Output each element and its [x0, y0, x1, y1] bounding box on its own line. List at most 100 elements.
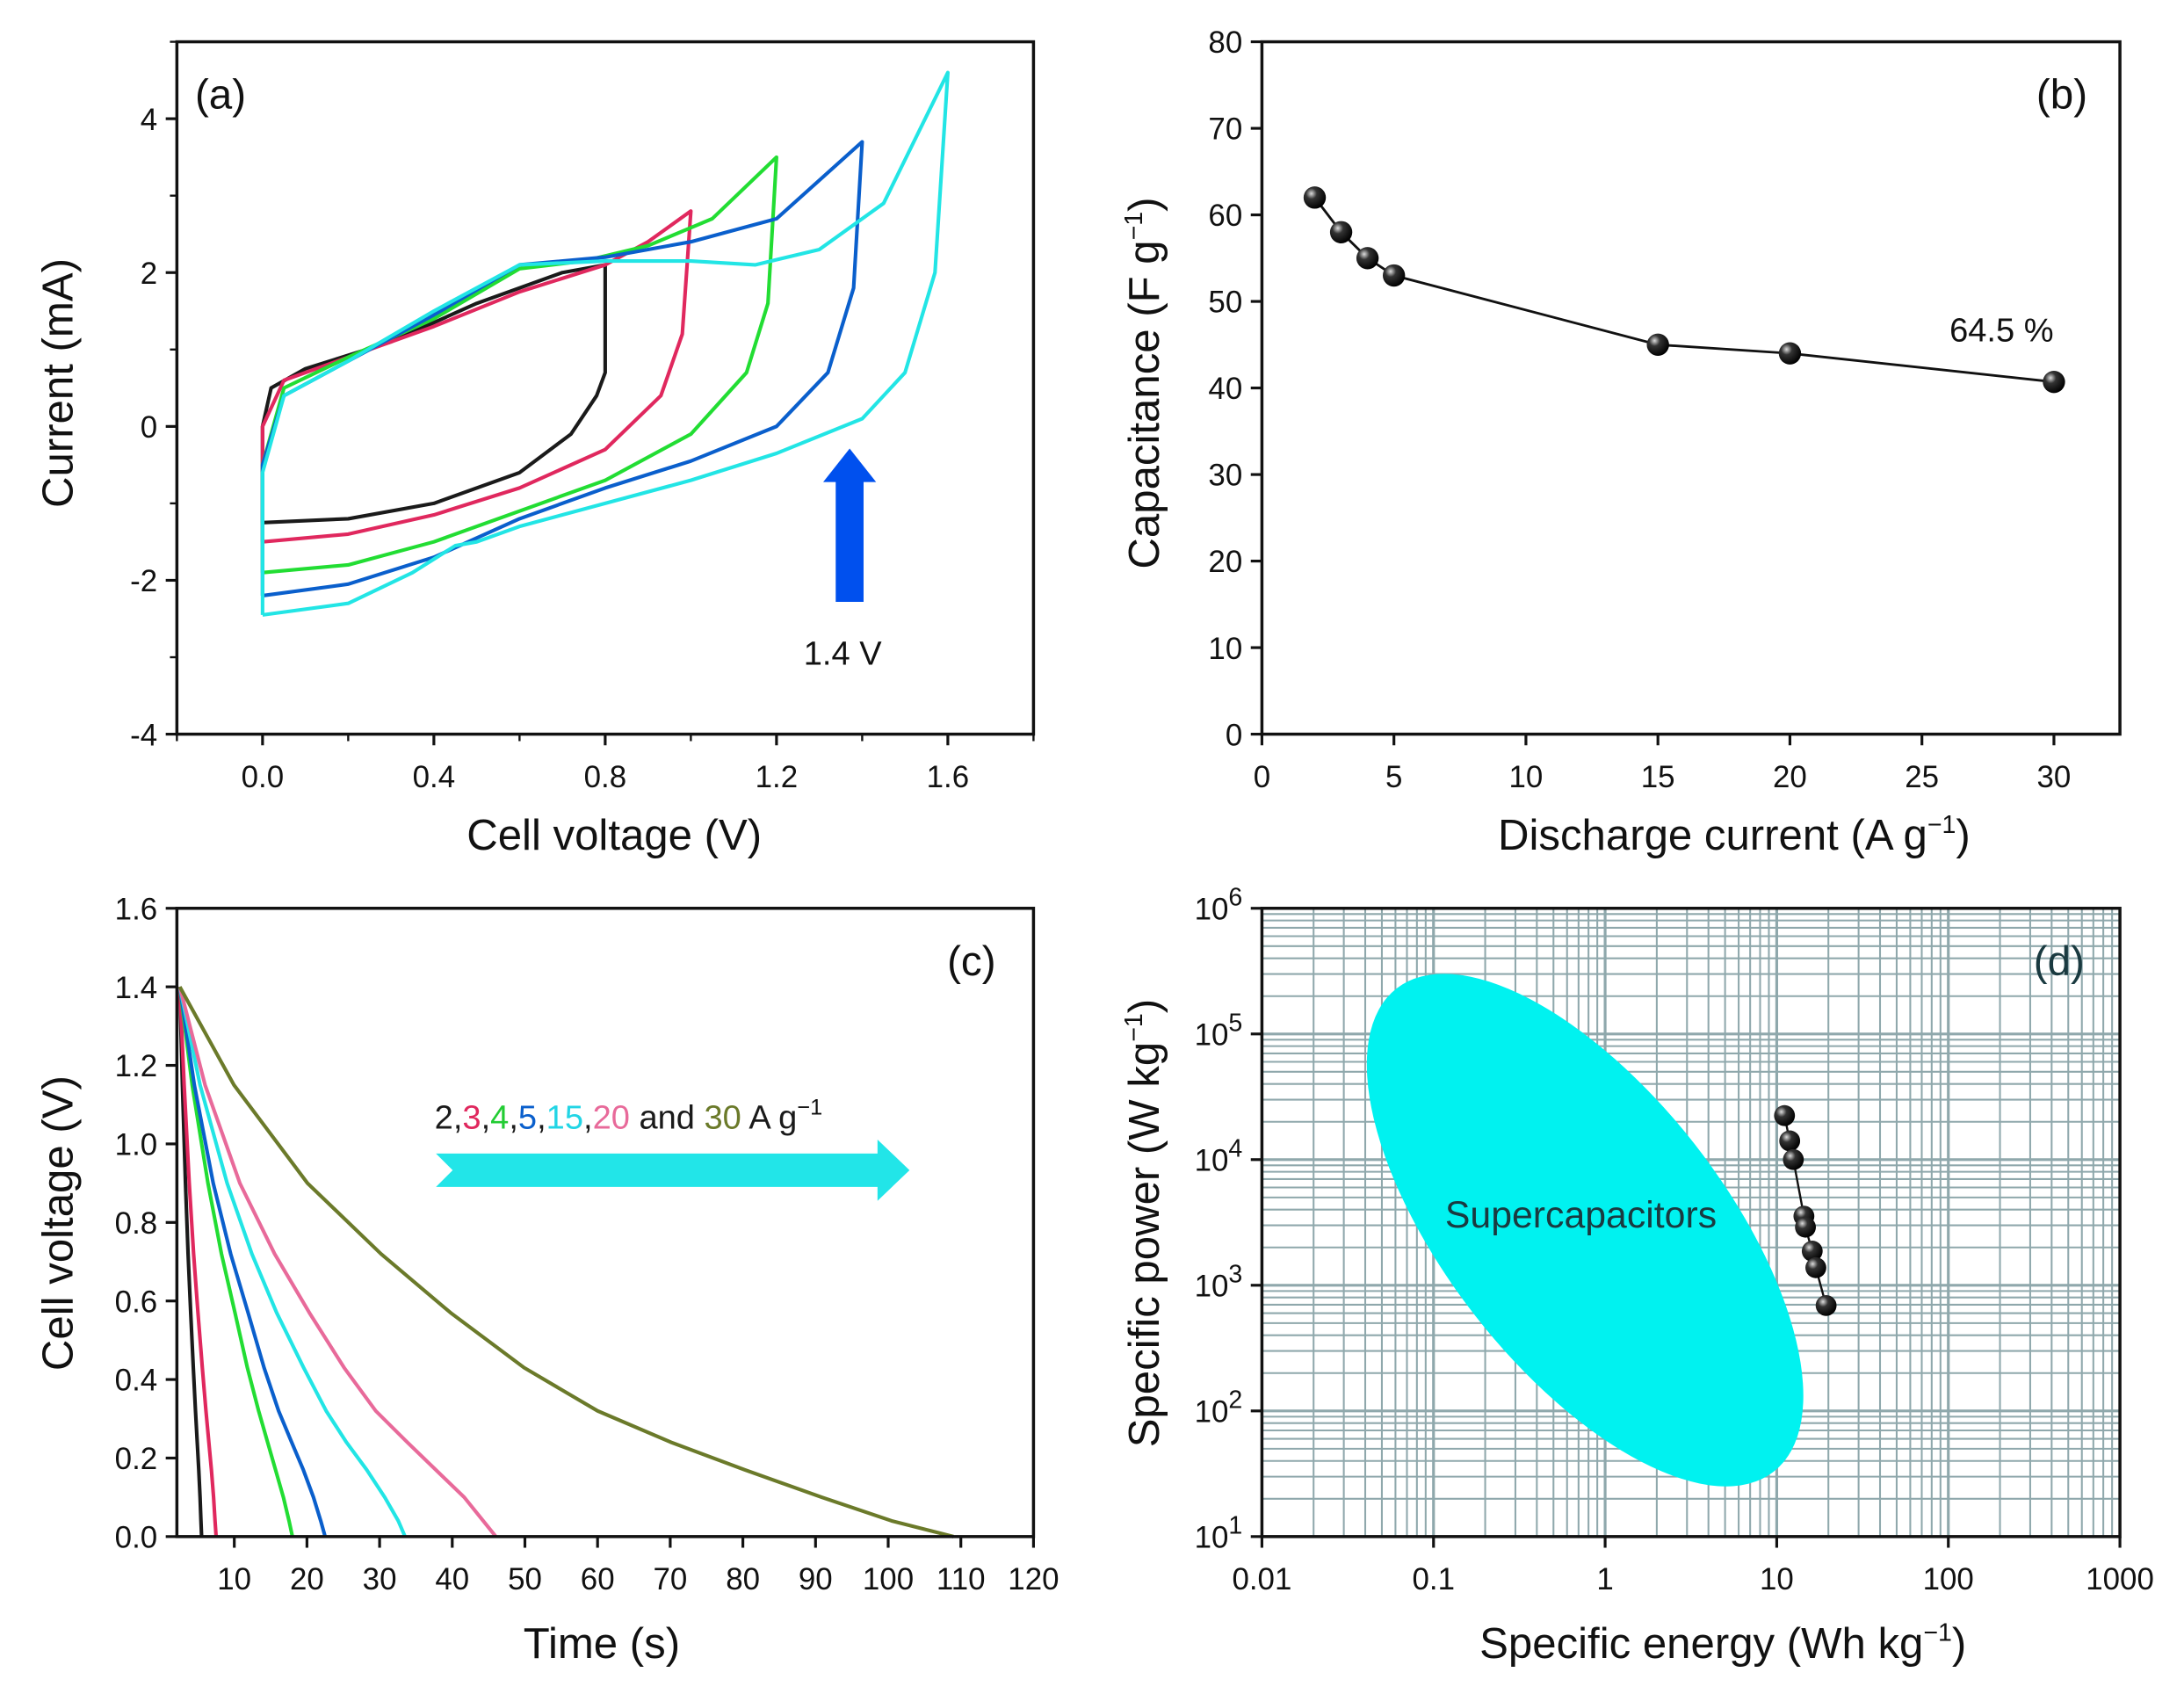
capacitance-point [2043, 370, 2065, 394]
ragone-point [1801, 1241, 1823, 1262]
y-tick-label: 102 [1195, 1386, 1243, 1430]
x-axis-title-c: Time (s) [524, 1620, 680, 1668]
ragone-point [1805, 1256, 1826, 1278]
x-tick-label: 0.01 [1232, 1562, 1291, 1596]
panel-d-ragone: Supercapacitors (d) Specific energy (Wh … [1120, 884, 2154, 1668]
x-tick-label: 60 [581, 1562, 615, 1596]
x-tick-label: 10 [1760, 1562, 1794, 1596]
discharge-curve-olive [177, 986, 954, 1538]
legend-current-densities: 2,3,4,5,15,20 and 30 A g−1 [435, 1095, 823, 1136]
discharge-curve-black [177, 987, 204, 1537]
y-tick-label: 20 [1208, 545, 1242, 579]
x-tick-label: 1 [1596, 1562, 1613, 1596]
y-axis-title-a: Current (mA) [34, 258, 82, 508]
x-tick-label: 20 [1773, 760, 1807, 794]
x-tick-label: 1000 [2086, 1562, 2154, 1596]
region-label: Supercapacitors [1445, 1194, 1717, 1236]
x-tick-label: 10 [1509, 760, 1544, 794]
x-axis-title-b: Discharge current (A g−1) [1498, 811, 1971, 859]
y-tick-label: 70 [1208, 112, 1242, 147]
capacitance-point [1356, 247, 1379, 270]
y-tick-label: 2 [141, 257, 157, 291]
y-tick-label: 4 [141, 103, 157, 137]
legend-part: 30 [705, 1099, 741, 1136]
x-tick-label: 1.6 [927, 760, 969, 794]
x-tick-label: 110 [937, 1562, 986, 1596]
legend-part: 2 [435, 1099, 453, 1136]
x-tick-label: 0.0 [242, 760, 284, 794]
legend-part: , [509, 1099, 518, 1136]
arrow-right-icon [436, 1139, 910, 1201]
x-tick-label: 20 [290, 1562, 324, 1596]
y-tick-label: 105 [1195, 1010, 1243, 1053]
y-tick-label: 1.2 [115, 1049, 157, 1083]
discharge-curve-pink [177, 986, 498, 1538]
panel-a-cv-curves: 1.4 V (a) Cell voltage (V) Current (mA) … [34, 40, 1036, 859]
y-tick-label: 0.8 [115, 1206, 157, 1241]
x-tick-label: 15 [1641, 760, 1675, 794]
legend-part: 5 [518, 1099, 537, 1136]
y-axis-title-d: Specific power (W kg−1) [1120, 999, 1168, 1447]
panel-label-c: (c) [947, 938, 995, 985]
discharge-curve-cyan [177, 986, 407, 1538]
x-tick-label: 70 [654, 1562, 688, 1596]
y-tick-label: -2 [130, 564, 157, 598]
x-tick-label: 5 [1385, 760, 1402, 794]
y-tick-label: 80 [1208, 25, 1242, 60]
x-tick-label: 1.2 [756, 760, 798, 794]
y-tick-label: 1.6 [115, 892, 157, 926]
y-tick-label: 0 [141, 410, 157, 445]
x-tick-label: 0 [1254, 760, 1270, 794]
x-tick-label: 30 [2037, 760, 2072, 794]
cv-curve-08V [260, 263, 607, 525]
x-tick-label: 50 [508, 1562, 542, 1596]
annotation-retention: 64.5 % [1949, 312, 2053, 349]
legend-part: , [453, 1099, 463, 1136]
y-tick-label: 10 [1208, 632, 1242, 666]
discharge-curve-green [177, 986, 294, 1538]
legend-sup: −1 [797, 1095, 822, 1119]
x-axis-title-a: Cell voltage (V) [466, 812, 762, 859]
legend-part: 20 [593, 1099, 630, 1136]
cv-curve-10V [260, 209, 693, 544]
ragone-point [1774, 1104, 1796, 1126]
legend-part: , [537, 1099, 546, 1136]
legend-part: 15 [546, 1099, 583, 1136]
y-tick-label: 104 [1195, 1135, 1243, 1178]
supercapacitor-region [1366, 974, 1804, 1487]
capacitance-point [1778, 342, 1802, 365]
discharge-curve-blue [177, 986, 328, 1538]
ragone-point [1815, 1294, 1837, 1316]
legend-part: 4 [490, 1099, 509, 1136]
panel-c-discharge: 2,3,4,5,15,20 and 30 A g−1 (c) Time (s) … [34, 892, 1059, 1667]
y-tick-label: 0.6 [115, 1285, 157, 1319]
y-axis-title-c: Cell voltage (V) [34, 1075, 82, 1371]
y-tick-label: 106 [1195, 884, 1243, 927]
panel-label-d: (d) [2034, 938, 2085, 985]
capacitance-point [1303, 186, 1327, 209]
x-tick-label: 80 [726, 1562, 760, 1596]
x-tick-label: 30 [363, 1562, 397, 1596]
discharge-curve-red [177, 987, 219, 1537]
y-tick-label: 103 [1195, 1261, 1243, 1304]
cv-curve-12V [260, 155, 778, 575]
x-tick-label: 100 [1923, 1562, 1974, 1596]
capacitance-point [1329, 221, 1353, 243]
plot-frame [1260, 907, 2122, 1538]
cv-curve-16V [260, 70, 950, 617]
y-tick-label: 0.4 [115, 1364, 157, 1398]
ragone-point [1779, 1130, 1801, 1152]
y-tick-label: 0.0 [115, 1521, 157, 1555]
y-tick-label: -4 [130, 718, 157, 752]
panel-label-b: (b) [2036, 72, 2087, 119]
x-tick-label: 100 [863, 1562, 914, 1596]
legend-part: , [481, 1099, 491, 1136]
arrow-up-icon [823, 448, 877, 602]
x-tick-label: 0.4 [413, 760, 455, 794]
capacitance-line [1313, 197, 2055, 384]
legend-part: A g [741, 1099, 797, 1136]
y-axis-title-b: Capacitance (F g−1) [1120, 197, 1168, 568]
x-tick-label: 90 [799, 1562, 833, 1596]
y-tick-label: 60 [1208, 199, 1242, 233]
